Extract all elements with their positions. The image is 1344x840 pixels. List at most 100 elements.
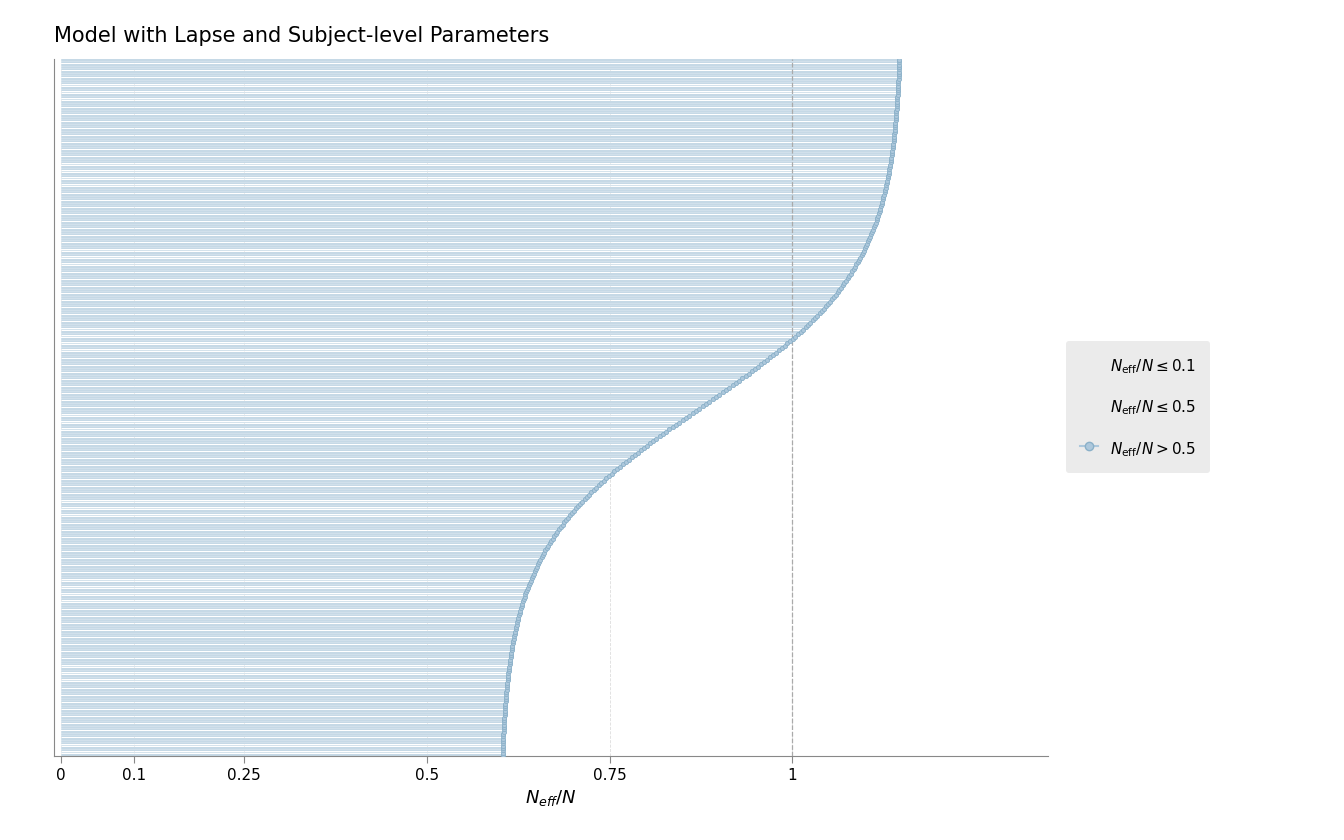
Bar [60,533,556,535]
Bar [60,401,710,402]
Bar [60,673,508,675]
Bar [60,464,622,465]
Bar [60,485,599,486]
Bar [60,264,856,265]
Bar [60,489,594,491]
Bar [60,696,505,698]
Bar [60,373,749,375]
Bar [60,64,899,66]
Bar [60,359,767,360]
Bar [60,612,520,614]
Bar [60,213,879,214]
Bar [60,136,894,138]
Bar [60,743,503,744]
Bar [60,580,531,581]
Bar [60,714,504,717]
Bar [60,324,808,326]
Bar [60,556,542,559]
Bar [60,354,773,356]
Bar [60,591,526,593]
Bar [60,459,629,460]
Bar [60,322,810,323]
Bar [60,649,512,651]
Bar [60,419,683,421]
Bar [60,565,536,568]
Bar [60,261,857,263]
Bar [60,333,798,335]
Bar [60,249,864,251]
Bar [60,752,503,753]
Bar [60,656,511,659]
Bar [60,396,716,398]
Bar [60,598,524,600]
Bar [60,707,505,709]
Bar [60,203,882,205]
Bar [60,110,896,112]
Bar [60,744,503,747]
Bar [60,224,875,226]
Bar [60,150,892,151]
Bar [60,370,751,372]
Bar [60,210,879,212]
Bar [60,375,746,377]
Bar [60,231,872,233]
Bar [60,282,844,284]
Bar [60,345,785,347]
Bar [60,705,505,707]
Bar [60,382,737,384]
Bar [60,454,634,456]
Bar [60,726,504,728]
Bar [60,491,591,493]
Bar [60,217,878,219]
Bar [60,686,507,689]
Bar [60,689,507,690]
Bar [60,617,519,619]
Bar [60,424,676,426]
Bar [60,614,519,617]
Bar [60,728,504,730]
Bar [60,103,896,105]
Bar [60,407,699,410]
Bar [60,447,644,449]
Bar [60,654,511,656]
Bar [60,61,899,63]
Bar [60,92,898,93]
Bar [60,505,578,507]
Bar [60,343,788,344]
Bar [60,482,601,484]
Bar [60,498,585,500]
Bar [60,192,884,193]
Bar [60,531,558,533]
Bar [60,66,899,68]
Bar [60,603,523,605]
Bar [60,73,899,75]
Bar [60,236,871,238]
Bar [60,668,509,669]
Bar [60,365,758,368]
Bar [60,486,597,489]
Bar [60,710,505,711]
Bar [60,543,550,544]
Bar [60,319,813,321]
Bar [60,664,509,665]
Bar [60,665,509,668]
Bar [60,113,896,114]
X-axis label: $\mathit{N}_{eff}/\mathit{N}$: $\mathit{N}_{eff}/\mathit{N}$ [526,789,577,808]
Bar [60,145,892,147]
Bar [60,635,515,638]
Bar [60,470,614,472]
Bar [60,717,504,718]
Bar [60,131,895,133]
Bar [60,631,515,633]
Bar [60,554,543,556]
Bar [60,265,855,268]
Bar [60,315,817,317]
Bar [60,501,582,502]
Bar [60,356,770,359]
Bar [60,259,859,260]
Bar [60,540,551,542]
Bar [60,428,669,430]
Bar [60,155,891,156]
Bar [60,544,548,547]
Bar [60,198,883,201]
